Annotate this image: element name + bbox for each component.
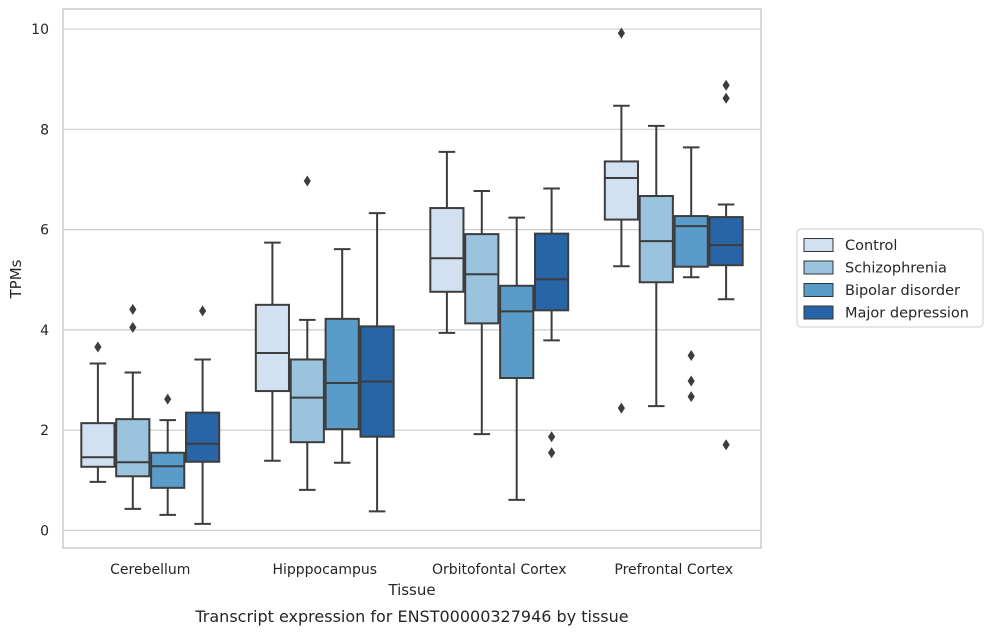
- outlier-point: [687, 391, 695, 403]
- outlier-point: [617, 402, 625, 414]
- y-tick-label: 8: [40, 122, 49, 138]
- plot-frame: [62, 8, 762, 549]
- x-tick-label: Prefrontal Cortex: [614, 562, 733, 578]
- legend-label: Control: [845, 238, 897, 254]
- chart-caption: Transcript expression for ENST0000032794…: [194, 607, 628, 626]
- box-body: [254, 303, 290, 393]
- outlier-point: [617, 27, 625, 39]
- box-body: [603, 160, 639, 221]
- gridlines: [63, 28, 761, 532]
- legend-swatch: [803, 238, 834, 252]
- outlier-point: [94, 341, 102, 353]
- box-major-depression-1: [359, 212, 395, 513]
- outlier-point: [722, 92, 730, 104]
- box-body: [324, 317, 360, 431]
- x-axis-label: Tissue: [387, 581, 435, 599]
- y-tick-label: 10: [31, 22, 49, 38]
- outlier-point: [129, 303, 137, 315]
- box-major-depression-0: [185, 305, 221, 525]
- y-tick-label: 4: [40, 323, 49, 339]
- legend-swatch: [803, 283, 834, 297]
- box-control-1: [254, 241, 290, 462]
- box-body: [80, 422, 116, 468]
- box-control-3: [603, 27, 639, 414]
- box-major-depression-3: [708, 79, 744, 451]
- box-control-0: [80, 341, 116, 483]
- x-tick-label: Cerebellum: [110, 562, 190, 578]
- box-body: [289, 358, 325, 444]
- plot-area: [80, 27, 744, 525]
- y-axis-ticks: 0 2 4 6 8 10: [31, 22, 49, 539]
- legend: Control Schizophrenia Bipolar disorder Majo…: [796, 228, 984, 328]
- legend-swatch: [803, 260, 834, 275]
- outlier-point: [129, 321, 137, 333]
- legend-label: Schizophrenia: [845, 261, 947, 277]
- outlier-point: [687, 375, 695, 387]
- x-axis-ticks: Cerebellum Hipppocampus Orbitofontal Corte…: [110, 562, 733, 578]
- y-tick-label: 0: [40, 523, 49, 539]
- x-tick-label: Hipppocampus: [272, 562, 377, 578]
- box-bipolar-disorder-0: [150, 393, 186, 516]
- outlier-point: [722, 79, 730, 91]
- y-axis-label: TPMs: [7, 259, 25, 299]
- legend-label: Major depression: [845, 306, 969, 322]
- box-schizophrenia-3: [638, 124, 674, 408]
- x-tick-label: Orbitofontal Cortex: [432, 562, 567, 578]
- outlier-point: [722, 439, 730, 451]
- y-tick-label: 2: [40, 423, 49, 439]
- outlier-point: [199, 305, 207, 317]
- box-body: [150, 451, 186, 489]
- outlier-point: [164, 393, 172, 405]
- box-bipolar-disorder-3: [673, 146, 709, 403]
- box-bipolar-disorder-2: [499, 216, 535, 501]
- box-schizophrenia-1: [289, 175, 325, 491]
- box-body: [115, 418, 151, 478]
- box-body: [429, 207, 465, 293]
- box-body: [499, 284, 535, 380]
- box-bipolar-disorder-1: [324, 248, 360, 464]
- box-body: [185, 411, 221, 463]
- box-schizophrenia-2: [464, 190, 500, 436]
- legend-frame: [796, 228, 984, 328]
- legend-swatch: [803, 305, 834, 320]
- outlier-point: [548, 431, 556, 443]
- box-body: [673, 215, 709, 268]
- outlier-point: [548, 447, 556, 459]
- box-control-2: [429, 150, 465, 334]
- box-body: [638, 195, 674, 284]
- box-major-depression-2: [534, 187, 570, 459]
- box-body: [708, 216, 744, 267]
- box-body: [464, 233, 500, 325]
- outlier-point: [687, 349, 695, 361]
- y-tick-label: 6: [40, 223, 49, 239]
- outlier-point: [303, 175, 311, 187]
- box-body: [534, 232, 570, 312]
- box-schizophrenia-0: [115, 303, 151, 510]
- legend-label: Bipolar disorder: [845, 283, 960, 299]
